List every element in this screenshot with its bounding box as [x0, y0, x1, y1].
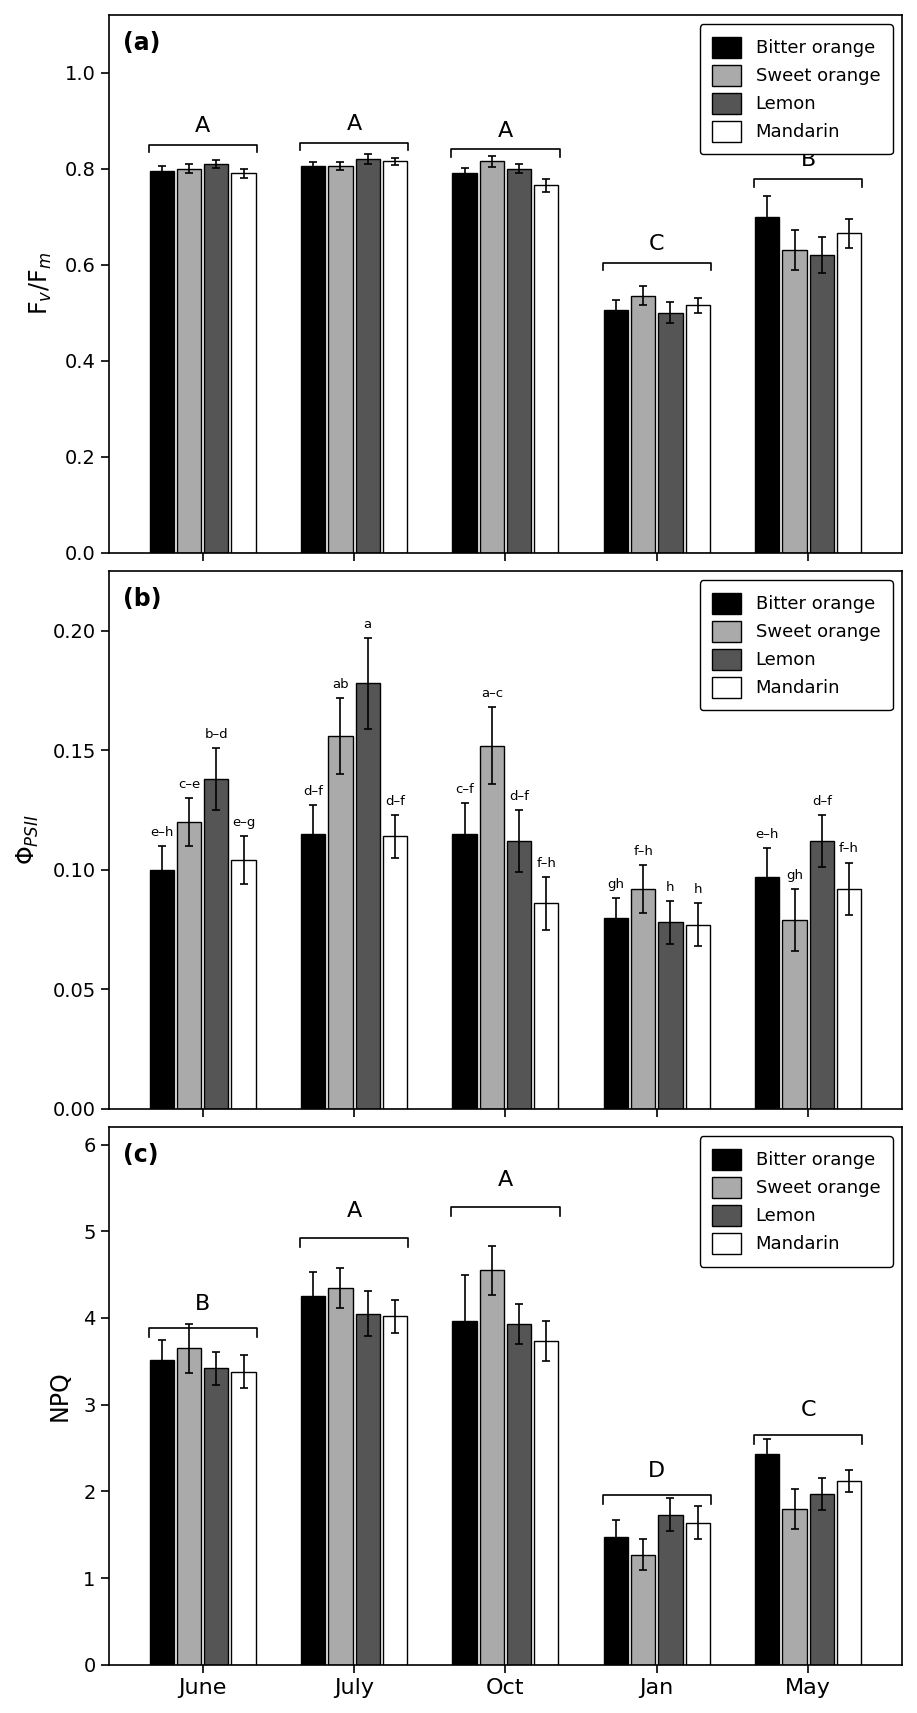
Bar	[452, 1321, 477, 1665]
Bar	[480, 161, 504, 553]
Text: C: C	[801, 1400, 816, 1420]
Bar	[231, 860, 256, 1108]
Bar	[810, 255, 834, 553]
Bar	[686, 925, 710, 1108]
Text: B: B	[195, 1293, 210, 1314]
Bar	[631, 296, 656, 553]
Legend: Bitter orange, Sweet orange, Lemon, Mandarin: Bitter orange, Sweet orange, Lemon, Mand…	[700, 581, 893, 711]
Bar	[507, 168, 531, 553]
Text: d–f: d–f	[812, 795, 832, 807]
Bar	[837, 233, 861, 553]
Text: (a): (a)	[123, 31, 160, 55]
Bar	[356, 159, 380, 553]
Bar	[480, 745, 504, 1108]
Bar	[328, 166, 352, 553]
Bar	[810, 841, 834, 1108]
Text: gh: gh	[607, 879, 624, 891]
Bar	[356, 683, 380, 1108]
Bar	[837, 889, 861, 1108]
Text: A: A	[347, 1201, 361, 1221]
Text: ab: ab	[332, 678, 348, 690]
Bar	[480, 1271, 504, 1665]
Bar	[756, 1454, 779, 1665]
Legend: Bitter orange, Sweet orange, Lemon, Mandarin: Bitter orange, Sweet orange, Lemon, Mand…	[700, 24, 893, 154]
Y-axis label: F$_v$/F$_m$: F$_v$/F$_m$	[28, 252, 54, 315]
Bar	[452, 834, 477, 1108]
Text: b–d: b–d	[204, 728, 228, 740]
Bar	[382, 836, 407, 1108]
Text: c–e: c–e	[178, 778, 200, 791]
Text: A: A	[195, 116, 210, 135]
Text: D: D	[648, 1461, 666, 1482]
Bar	[507, 841, 531, 1108]
Bar	[782, 1509, 807, 1665]
Bar	[535, 185, 558, 553]
Bar	[356, 1314, 380, 1665]
Bar	[686, 1523, 710, 1665]
Bar	[658, 1514, 682, 1665]
Bar	[658, 312, 682, 553]
Bar	[631, 889, 656, 1108]
Bar	[204, 779, 228, 1108]
Text: c–f: c–f	[455, 783, 474, 797]
Bar	[382, 161, 407, 553]
Text: h: h	[666, 880, 675, 894]
Text: (c): (c)	[123, 1143, 159, 1167]
Y-axis label: NPQ: NPQ	[48, 1370, 72, 1422]
Text: a–c: a–c	[481, 687, 503, 701]
Bar	[837, 1482, 861, 1665]
Legend: Bitter orange, Sweet orange, Lemon, Mandarin: Bitter orange, Sweet orange, Lemon, Mand…	[700, 1136, 893, 1266]
Bar	[603, 310, 628, 553]
Y-axis label: $Φ_{PSII}$: $Φ_{PSII}$	[15, 815, 41, 865]
Text: f–h: f–h	[536, 856, 557, 870]
Text: A: A	[498, 122, 514, 140]
Bar	[603, 1537, 628, 1665]
Bar	[301, 166, 326, 553]
Bar	[328, 1288, 352, 1665]
Text: a: a	[364, 618, 371, 630]
Bar	[231, 1372, 256, 1665]
Bar	[507, 1324, 531, 1665]
Bar	[204, 164, 228, 553]
Text: A: A	[347, 115, 361, 134]
Bar	[658, 922, 682, 1108]
Bar	[149, 1360, 174, 1665]
Bar	[756, 877, 779, 1108]
Text: B: B	[801, 149, 816, 170]
Bar	[535, 903, 558, 1108]
Bar	[452, 173, 477, 553]
Text: C: C	[649, 235, 665, 254]
Bar	[204, 1369, 228, 1665]
Text: e–g: e–g	[232, 815, 255, 829]
Bar	[782, 250, 807, 553]
Text: gh: gh	[786, 868, 803, 882]
Bar	[177, 168, 201, 553]
Bar	[782, 920, 807, 1108]
Text: d–f: d–f	[304, 785, 323, 798]
Text: e–h: e–h	[150, 826, 173, 839]
Text: f–h: f–h	[839, 843, 859, 855]
Bar	[177, 1348, 201, 1665]
Text: e–h: e–h	[756, 827, 779, 841]
Text: d–f: d–f	[509, 790, 529, 803]
Text: h: h	[693, 884, 702, 896]
Text: f–h: f–h	[634, 845, 653, 858]
Bar	[535, 1341, 558, 1665]
Bar	[177, 822, 201, 1108]
Text: d–f: d–f	[385, 795, 405, 807]
Bar	[382, 1316, 407, 1665]
Bar	[603, 918, 628, 1108]
Text: A: A	[498, 1170, 514, 1189]
Bar	[149, 171, 174, 553]
Bar	[301, 834, 326, 1108]
Bar	[149, 870, 174, 1108]
Bar	[301, 1297, 326, 1665]
Bar	[328, 737, 352, 1108]
Bar	[756, 216, 779, 553]
Bar	[231, 173, 256, 553]
Bar	[631, 1555, 656, 1665]
Bar	[810, 1494, 834, 1665]
Bar	[686, 305, 710, 553]
Text: (b): (b)	[123, 588, 161, 612]
